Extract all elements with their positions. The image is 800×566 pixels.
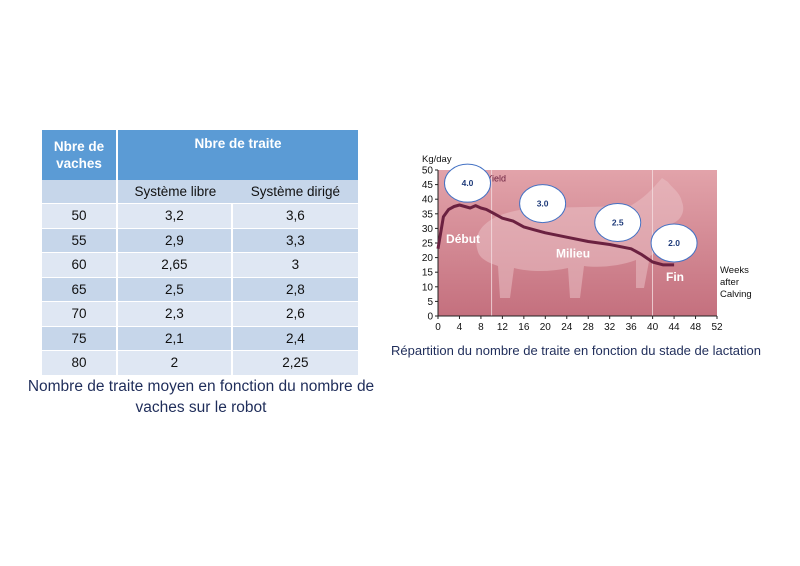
- y-tick-label: 50: [422, 166, 434, 177]
- x-axis-label: after: [720, 277, 739, 288]
- table-row: 55 2,9 3,3: [42, 227, 358, 252]
- cell-libre: 2,1: [118, 325, 233, 350]
- x-tick-label: 0: [435, 322, 441, 333]
- cell-vaches: 75: [42, 325, 118, 350]
- milking-bubble-label: 4.0: [462, 178, 474, 188]
- y-tick-label: 35: [422, 209, 434, 220]
- milking-bubble-label: 3.0: [537, 199, 549, 209]
- x-tick-label: 24: [561, 322, 573, 333]
- milking-table-section: Nbre de vaches Nbre de traite Système li…: [42, 130, 358, 375]
- milking-bubble: [594, 203, 642, 243]
- y-tick-label: 25: [422, 239, 434, 250]
- x-tick-label: 12: [497, 322, 509, 333]
- header-nbre-vaches: Nbre de vaches: [42, 130, 118, 180]
- milking-table: Nbre de vaches Nbre de traite Système li…: [42, 130, 358, 375]
- y-tick-label: 45: [422, 180, 434, 191]
- table-row: 70 2,3 2,6: [42, 301, 358, 326]
- y-tick-label: 30: [422, 224, 434, 235]
- x-axis-label: Calving: [720, 289, 752, 300]
- yield-line: [436, 203, 675, 267]
- y-tick-label: 10: [422, 282, 434, 293]
- chart-caption: Répartition du nombre de traite en fonct…: [390, 343, 762, 358]
- x-tick-label: 52: [711, 322, 723, 333]
- cell-vaches: 65: [42, 276, 118, 301]
- cell-libre: 2: [118, 350, 233, 375]
- x-tick-label: 16: [518, 322, 530, 333]
- header-nbre-traite: Nbre de traite: [118, 130, 358, 180]
- subheader-systeme-dirige: Système dirigé: [232, 180, 358, 203]
- x-tick-label: 8: [478, 322, 484, 333]
- table-row: 80 2 2,25: [42, 350, 358, 375]
- y-tick-label: 40: [422, 195, 434, 206]
- stage-label: Fin: [666, 270, 684, 284]
- table-caption: Nombre de traite moyen en fonction du no…: [27, 378, 375, 416]
- table-row: 50 3,2 3,6: [42, 203, 358, 228]
- milking-bubble: [650, 223, 698, 263]
- y-tick-label: 0: [427, 312, 433, 323]
- cell-dirige: 2,8: [232, 276, 358, 301]
- cell-vaches: 80: [42, 350, 118, 375]
- y-tick-label: 20: [422, 253, 434, 264]
- milking-bubble: [519, 184, 567, 224]
- milking-bubble-label: 2.5: [612, 218, 624, 228]
- cell-dirige: 3,6: [232, 203, 358, 228]
- cell-dirige: 2,25: [232, 350, 358, 375]
- cell-libre: 2,5: [118, 276, 233, 301]
- stage-label: Milieu: [556, 247, 590, 261]
- x-tick-label: 48: [690, 322, 702, 333]
- series-label-yield: Yield: [486, 174, 506, 184]
- cell-dirige: 2,4: [232, 325, 358, 350]
- table-row: 65 2,5 2,8: [42, 276, 358, 301]
- stage-label: Début: [446, 232, 480, 246]
- x-tick-label: 28: [583, 322, 595, 333]
- x-tick-label: 44: [669, 322, 681, 333]
- cell-vaches: 70: [42, 301, 118, 326]
- x-tick-label: 20: [540, 322, 552, 333]
- cell-vaches: 60: [42, 252, 118, 277]
- subheader-blank: [42, 180, 118, 203]
- cell-libre: 2,3: [118, 301, 233, 326]
- cell-dirige: 3,3: [232, 227, 358, 252]
- cell-dirige: 3: [232, 252, 358, 277]
- milking-bubble-label: 2.0: [668, 238, 680, 248]
- y-axis-label: Kg/day: [422, 154, 452, 165]
- table-row: 75 2,1 2,4: [42, 325, 358, 350]
- subheader-systeme-libre: Système libre: [118, 180, 233, 203]
- cell-vaches: 50: [42, 203, 118, 228]
- cell-vaches: 55: [42, 227, 118, 252]
- cell-libre: 3,2: [118, 203, 233, 228]
- x-tick-label: 40: [647, 322, 659, 333]
- cell-libre: 2,65: [118, 252, 233, 277]
- cell-dirige: 2,6: [232, 301, 358, 326]
- milking-bubble: [444, 163, 492, 203]
- table-row: 60 2,65 3: [42, 252, 358, 277]
- cell-libre: 2,9: [118, 227, 233, 252]
- x-tick-label: 4: [457, 322, 463, 333]
- y-tick-label: 5: [427, 297, 433, 308]
- x-axis-label: Weeks: [720, 265, 749, 276]
- x-tick-label: 36: [626, 322, 638, 333]
- x-tick-label: 32: [604, 322, 616, 333]
- y-tick-label: 15: [422, 268, 434, 279]
